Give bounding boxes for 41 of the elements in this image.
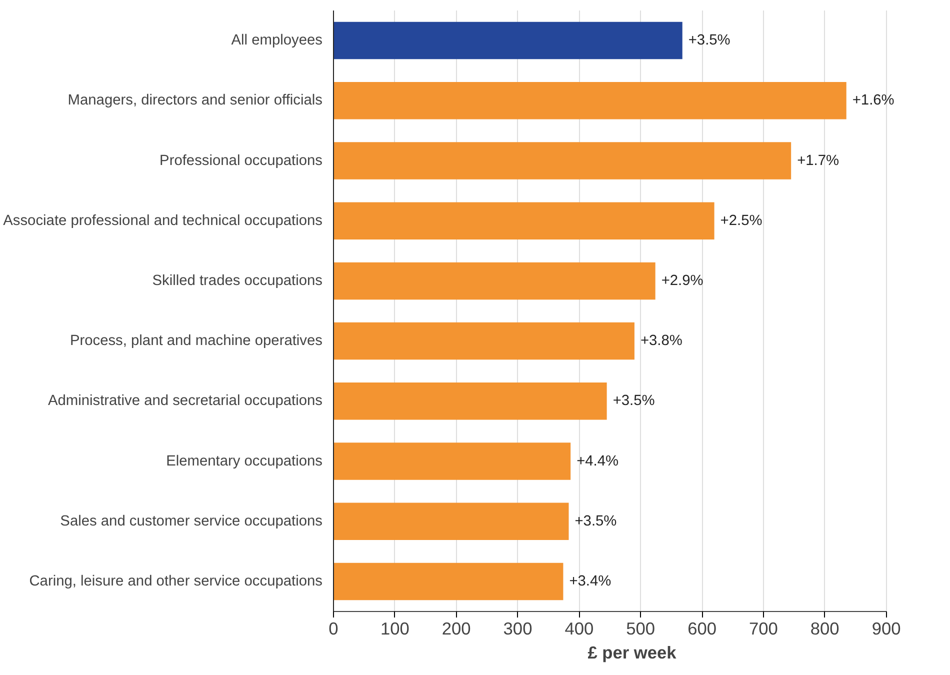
x-axis-title: £ per week	[588, 642, 677, 662]
y-tick-label: Elementary occupations	[166, 453, 323, 470]
bar	[334, 82, 846, 120]
x-tick-label: 0	[328, 618, 338, 638]
bar	[334, 502, 569, 540]
y-tick-label: Associate professional and technical occupations	[3, 212, 322, 229]
bar	[334, 442, 571, 480]
bar	[334, 22, 682, 60]
y-tick-label: Process, plant and machine operatives	[70, 333, 323, 350]
y-tick-label: Sales and customer service occupations	[60, 513, 323, 530]
y-tick-label: Administrative and secretarial occupations	[48, 393, 323, 410]
bar	[334, 382, 607, 420]
x-tick-label: 800	[810, 618, 840, 638]
bar	[334, 202, 714, 240]
bar	[334, 142, 792, 180]
y-tick-label: All employees	[231, 32, 323, 49]
x-tick-label: 700	[748, 618, 778, 638]
annotation: +3.4%	[569, 573, 612, 590]
y-tick-label: Caring, leisure and other service occupations	[29, 573, 323, 590]
x-tick-label: 300	[503, 618, 532, 638]
annotation: +2.9%	[661, 272, 704, 289]
annotation: +1.6%	[852, 92, 894, 109]
bar	[334, 562, 564, 600]
y-tick-label: Skilled trades occupations	[152, 272, 323, 289]
x-tick-label: 200	[442, 618, 471, 638]
x-tick-label: 900	[872, 618, 901, 638]
annotation: +3.5%	[612, 393, 655, 410]
x-tick-label: 100	[380, 618, 410, 638]
annotation: +3.5%	[574, 513, 617, 530]
y-tick-label: Professional occupations	[160, 152, 323, 169]
y-tick-label: Managers, directors and senior officials	[68, 92, 323, 109]
bar	[334, 322, 634, 360]
annotation: +4.4%	[576, 453, 619, 470]
x-tick-label: 500	[626, 618, 656, 638]
annotation: +3.8%	[640, 333, 682, 350]
annotation: +1.7%	[797, 152, 840, 169]
x-tick-label: 600	[688, 618, 716, 638]
x-tick-label: 400	[564, 618, 594, 638]
annotation: +3.5%	[688, 32, 730, 49]
annotation: +2.5%	[720, 212, 762, 229]
bar	[334, 262, 656, 300]
